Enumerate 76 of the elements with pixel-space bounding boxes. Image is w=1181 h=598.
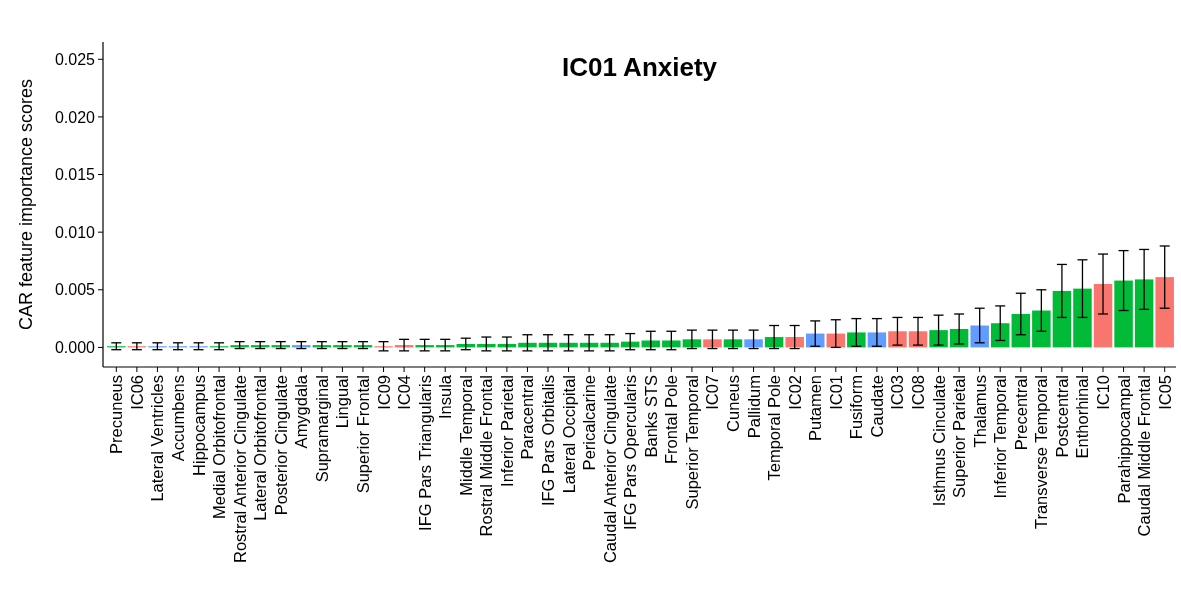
y-tick-label: 0.010 [54, 223, 96, 241]
x-tick-label: Hippocampus [189, 375, 208, 476]
bar [1134, 279, 1154, 348]
x-tick-label: Pallidum [744, 375, 763, 439]
x-tick-label: IC02 [785, 375, 804, 410]
x-tick-label: Accumbens [168, 375, 187, 462]
x-tick-label: Lateral Orbitofrontal [251, 375, 270, 521]
bar [785, 337, 804, 348]
x-tick-label: Lateral Occipital [559, 375, 578, 494]
bar [990, 323, 1010, 348]
x-tick-label: IFG Pars Orbitalis [539, 375, 557, 507]
x-tick-label: IC10 [1094, 375, 1113, 410]
x-tick-label: Lateral Ventricles [148, 375, 167, 502]
x-tick-label: Lingual [333, 375, 352, 429]
x-tick-label: Enthorhinal [1073, 375, 1092, 459]
x-tick-label: IC05 [1155, 375, 1174, 410]
bar [641, 340, 661, 348]
x-tick-label: Pericalcarine [580, 375, 599, 471]
y-tick-label: 0.000 [54, 339, 96, 357]
x-tick-label: Precentral [1011, 375, 1030, 451]
bar [1155, 277, 1174, 348]
bar [662, 340, 681, 348]
x-tick-label: Caudal Middle Frontal [1135, 375, 1154, 537]
bar [1032, 310, 1051, 348]
x-tick-label: Fusiform [847, 375, 866, 440]
x-tick-label: Supramarginal [312, 375, 331, 483]
x-tick-label: IC07 [703, 375, 722, 410]
x-tick-label: Banks STS [641, 375, 660, 458]
x-tick-label: Medial Orbitofrontal [210, 375, 229, 519]
x-tick-label: Amygdala [292, 374, 311, 449]
x-tick-label: Superior Temporal [682, 375, 701, 510]
x-tick-label: Putamen [806, 375, 825, 442]
x-tick-label: Isthmus Cinculate [929, 375, 948, 507]
x-tick-label: Temporal Pole [765, 375, 784, 481]
x-tick-label: Insula [436, 374, 455, 420]
bar [703, 339, 722, 348]
x-tick-label: Cuneus [724, 375, 742, 432]
x-tick-label: Rostral Anterior Cingulate [230, 375, 249, 564]
x-tick-label: IC01 [826, 375, 845, 410]
x-tick-label: Inferior Parietal [497, 375, 516, 487]
y-tick-label: 0.005 [54, 281, 96, 299]
x-tick-label: IC06 [127, 375, 146, 410]
x-tick-label: IFG Pars Opercularis [621, 375, 640, 530]
y-tick-label: 0.025 [54, 50, 96, 68]
x-tick-label: Inferior Temporal [991, 375, 1010, 499]
bar [970, 325, 989, 348]
x-tick-label: Superior Frontal [353, 375, 372, 494]
bar [1093, 284, 1113, 348]
bar [744, 339, 763, 348]
x-tick-label: IC09 [374, 375, 393, 410]
x-tick-label: Frontal Pole [662, 375, 681, 464]
x-tick-label: Middle Temporal [456, 375, 475, 496]
x-tick-label: IFG Pars Triangularis [415, 375, 434, 531]
x-tick-label: IC03 [888, 375, 907, 410]
y-axis-title: CAR feature importance scores [16, 78, 36, 331]
x-tick-label: Rostral Middle Frontal [477, 375, 496, 537]
x-tick-label: Parahippocampal [1114, 375, 1133, 504]
x-tick-label: Precuneus [107, 375, 126, 454]
x-tick-label: IC08 [909, 375, 928, 410]
y-tick-label: 0.020 [54, 108, 96, 126]
bar [1073, 288, 1092, 348]
x-tick-label: Thalamus [970, 375, 989, 448]
bar [1052, 290, 1072, 348]
x-tick-label: Transverse Temporal [1032, 375, 1051, 530]
x-tick-label: Posterior Cingulate [271, 375, 290, 516]
y-tick-label: 0.015 [54, 166, 96, 184]
x-tick-label: Caudate [867, 375, 886, 438]
bar [1011, 313, 1031, 348]
x-tick-label: IC04 [395, 375, 414, 410]
bar [847, 332, 866, 348]
x-tick-label: Caudal Anterior Cingulate [600, 375, 619, 564]
chart-title: IC01 Anxiety [561, 52, 718, 82]
x-tick-label: Postcentral [1052, 375, 1071, 458]
x-tick-label: Superior Parietal [950, 375, 969, 498]
x-tick-label: Paracentral [518, 375, 537, 460]
bar [1114, 280, 1133, 348]
